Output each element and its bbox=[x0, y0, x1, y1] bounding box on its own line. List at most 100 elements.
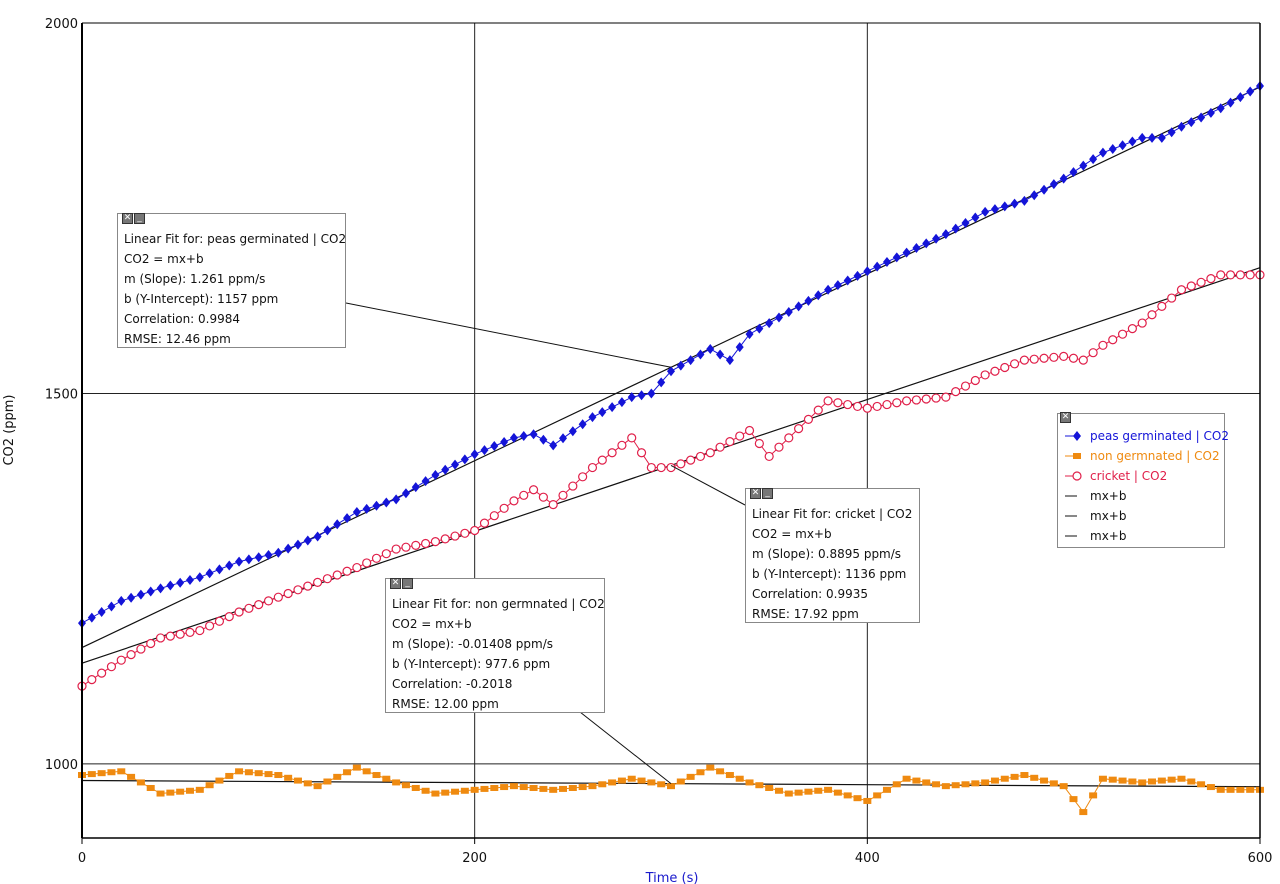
data-point bbox=[902, 247, 911, 258]
data-point bbox=[1009, 359, 1020, 369]
data-point bbox=[352, 507, 361, 517]
fit-box-non-germinated[interactable]: ✕ _ Linear Fit for: non germnated | CO2 … bbox=[385, 578, 605, 713]
data-point bbox=[235, 556, 244, 567]
data-point bbox=[706, 764, 715, 771]
data-point bbox=[745, 329, 754, 340]
data-point bbox=[1128, 778, 1137, 785]
minimize-icon[interactable]: _ bbox=[762, 488, 773, 499]
leader-line bbox=[670, 464, 746, 506]
data-point bbox=[244, 554, 253, 565]
data-point bbox=[1049, 179, 1058, 190]
data-point bbox=[87, 612, 96, 623]
data-point bbox=[1157, 301, 1167, 311]
data-point bbox=[765, 784, 774, 791]
close-icon[interactable]: ✕ bbox=[750, 488, 761, 499]
data-point bbox=[676, 459, 686, 469]
data-point bbox=[205, 568, 214, 579]
legend-label: cricket | CO2 bbox=[1090, 469, 1168, 483]
data-point bbox=[1187, 117, 1196, 128]
data-point bbox=[490, 441, 499, 452]
data-point bbox=[706, 344, 715, 354]
data-point bbox=[754, 438, 764, 449]
data-point bbox=[352, 764, 361, 771]
fit-rmse: RMSE: 12.46 ppm bbox=[124, 332, 231, 346]
minimize-icon[interactable]: _ bbox=[402, 578, 413, 589]
data-point bbox=[1157, 777, 1166, 784]
data-point bbox=[1069, 167, 1078, 178]
fit-box-cricket[interactable]: ✕ _ Linear Fit for: cricket | CO2 CO2 = … bbox=[745, 488, 920, 623]
data-point bbox=[578, 472, 588, 482]
data-point bbox=[1089, 154, 1098, 165]
data-point bbox=[205, 621, 215, 631]
close-icon[interactable]: ✕ bbox=[122, 213, 133, 224]
fit-box-peas-germinated[interactable]: ✕ _ Linear Fit for: peas germinated | CO… bbox=[117, 213, 346, 348]
data-point bbox=[254, 600, 264, 610]
fit-equation: CO2 = mx+b bbox=[752, 527, 832, 541]
data-point bbox=[813, 405, 823, 415]
x-tick-label: 600 bbox=[1248, 851, 1273, 866]
data-point bbox=[578, 419, 587, 430]
data-point bbox=[598, 407, 607, 418]
data-point bbox=[676, 778, 685, 785]
data-point bbox=[1127, 324, 1137, 334]
data-point bbox=[352, 562, 362, 573]
data-point bbox=[784, 433, 794, 443]
data-point bbox=[391, 544, 401, 554]
tick-labels: 0 200 400 600 1000 1500 2000 bbox=[45, 17, 1273, 866]
data-point bbox=[578, 784, 587, 791]
data-point bbox=[960, 381, 971, 391]
data-point bbox=[990, 366, 1000, 376]
data-point bbox=[166, 580, 175, 591]
data-point bbox=[529, 429, 538, 440]
data-point bbox=[912, 243, 921, 254]
data-point bbox=[362, 768, 371, 775]
data-point bbox=[667, 783, 675, 790]
data-point bbox=[696, 349, 705, 360]
data-point bbox=[401, 488, 410, 499]
data-point bbox=[117, 768, 126, 775]
data-point bbox=[705, 448, 715, 458]
data-point bbox=[1246, 786, 1255, 793]
data-point bbox=[744, 425, 755, 436]
data-point bbox=[215, 564, 224, 575]
data-point bbox=[803, 414, 814, 424]
data-point bbox=[1157, 132, 1166, 143]
data-point bbox=[843, 275, 852, 286]
data-point bbox=[441, 464, 450, 475]
data-point bbox=[313, 577, 323, 587]
data-point bbox=[401, 782, 410, 789]
fit-box-controls: ✕ _ bbox=[390, 578, 413, 589]
data-point bbox=[1236, 92, 1245, 103]
legend-label: mx+b bbox=[1090, 509, 1127, 523]
data-point bbox=[636, 448, 647, 458]
data-point bbox=[421, 787, 430, 794]
legend-label: mx+b bbox=[1090, 489, 1127, 503]
close-icon[interactable]: ✕ bbox=[390, 578, 401, 589]
series-square bbox=[78, 764, 1264, 816]
data-point bbox=[411, 540, 421, 550]
data-point bbox=[460, 528, 470, 538]
data-point bbox=[617, 440, 627, 450]
data-point bbox=[244, 769, 253, 776]
data-point bbox=[1049, 352, 1059, 362]
data-point bbox=[126, 650, 136, 660]
legend[interactable]: ✕ peas germinated | CO2 non germnated | C… bbox=[1057, 412, 1229, 548]
data-point bbox=[195, 786, 204, 793]
legend-item: mx+b bbox=[1064, 486, 1126, 506]
data-point bbox=[961, 218, 970, 229]
fit-slope: m (Slope): 1.261 ppm/s bbox=[124, 272, 266, 286]
data-point bbox=[755, 323, 764, 334]
data-point bbox=[264, 549, 273, 560]
fit-title: Linear Fit for: peas germinated | CO2 bbox=[124, 232, 347, 246]
data-point bbox=[627, 775, 636, 782]
data-point bbox=[263, 596, 274, 606]
data-point bbox=[765, 318, 774, 329]
data-point bbox=[519, 784, 528, 791]
minimize-icon[interactable]: _ bbox=[134, 213, 145, 224]
close-icon[interactable]: ✕ bbox=[1060, 412, 1071, 423]
data-point bbox=[107, 601, 116, 612]
data-point bbox=[951, 387, 961, 397]
data-point bbox=[392, 779, 401, 786]
data-point bbox=[852, 401, 863, 412]
